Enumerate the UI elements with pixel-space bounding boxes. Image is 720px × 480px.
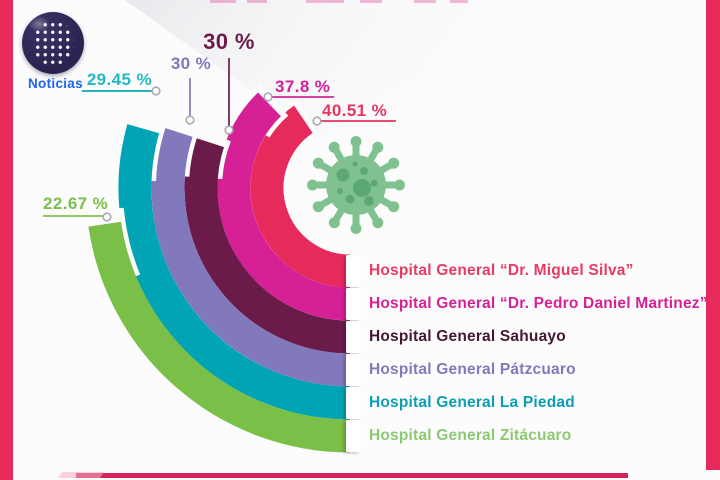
virus-icon [307, 136, 405, 234]
logo-dot-grid [32, 20, 74, 66]
hospital-label-miguel-silva: Hospital General “Dr. Miguel Silva” [369, 262, 634, 279]
hospital-label-pedro-daniel: Hospital General “Dr. Pedro Daniel Marti… [369, 295, 708, 312]
hospital-label-patzcuaro: Hospital General Pátzcuaro [369, 361, 576, 378]
frame-band-bottom [76, 473, 628, 478]
hospital-label-zitacuaro: Hospital General Zitácuaro [369, 427, 572, 444]
hospital-label-sahuayo: Hospital General Sahuayo [369, 328, 566, 345]
hospital-label-la-piedad: Hospital General La Piedad [369, 394, 575, 411]
logo-sphere-icon [22, 12, 84, 74]
frame-band-left [0, 0, 13, 480]
logo-text: Noticias [28, 76, 83, 91]
value-label-pedro-daniel: 37.8 % [275, 77, 331, 96]
clipped-text-mark [306, 0, 344, 3]
value-label-patzcuaro: 30 % [170, 54, 212, 73]
clipped-text-mark [360, 0, 382, 3]
value-label-zitacuaro: 22.67 % [43, 194, 109, 213]
value-label-miguel-silva: 40.51 % [322, 101, 388, 120]
news-logo: Noticias [18, 10, 128, 96]
clipped-text-mark [450, 0, 468, 3]
clipped-text-mark [210, 0, 236, 3]
frame-band-right [706, 0, 720, 470]
value-label-sahuayo: 30 % [203, 29, 255, 54]
clipped-text-mark [247, 0, 267, 3]
logo-shine [28, 16, 50, 32]
clipped-text-mark [414, 0, 436, 3]
frame-band-bottom-highlight [57, 472, 105, 478]
value-label-la-piedad: 29.45 % [86, 70, 152, 89]
